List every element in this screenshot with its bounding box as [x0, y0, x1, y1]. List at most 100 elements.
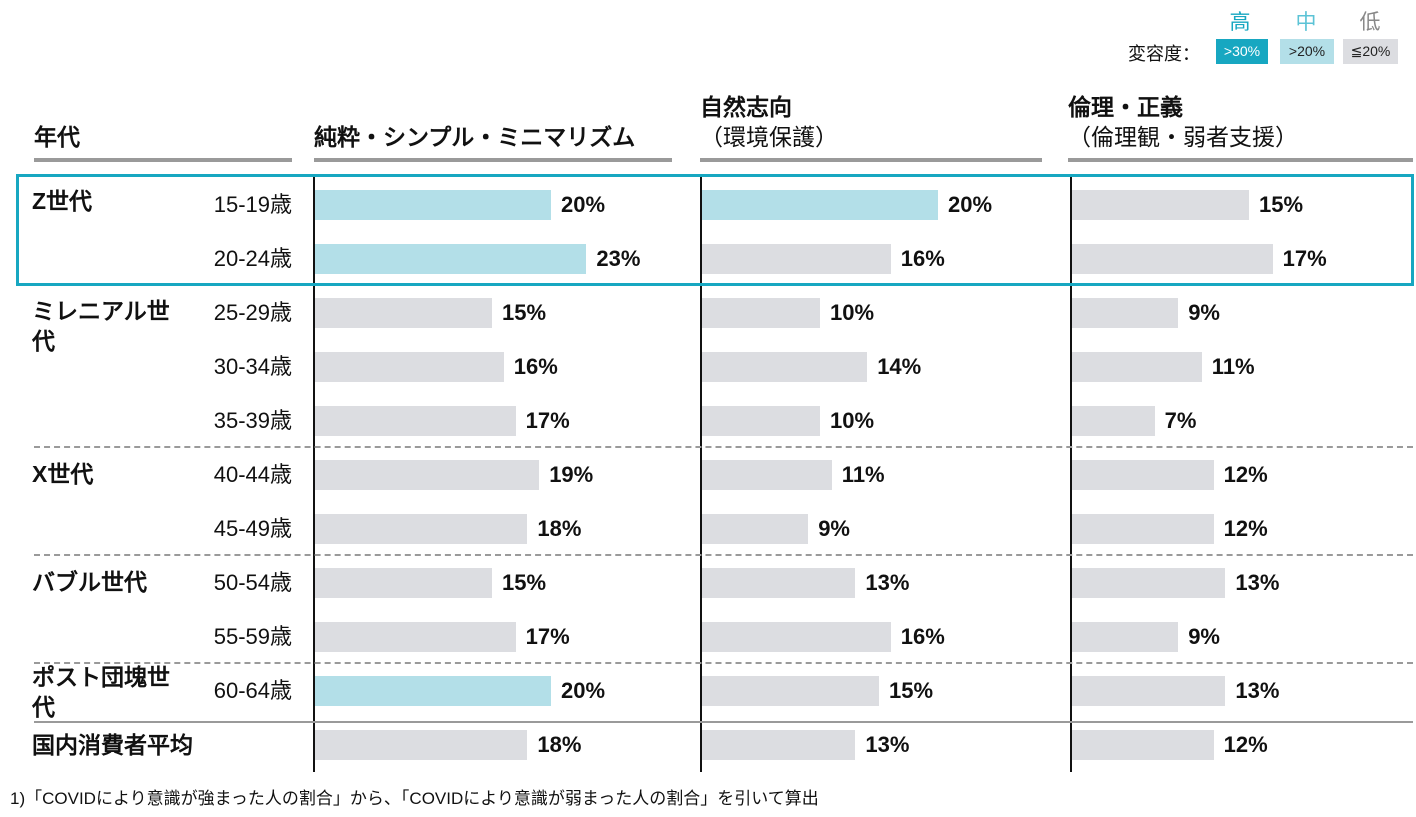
footnote: 1)「COVIDにより意識が強まった人の割合」から、「COVIDにより意識が弱ま…: [10, 789, 819, 808]
bar-nature: [702, 352, 868, 382]
bar-nature: [702, 568, 856, 598]
age-label: 45-49歳: [213, 516, 292, 541]
legend-box-low: ≦20%: [1343, 39, 1398, 64]
bar-simple: [315, 190, 551, 220]
axis-simple: [313, 176, 315, 772]
gen-z-highlight-box: [16, 174, 1414, 286]
column-title-simple: 純粋・シンプル・ミニマリズム: [314, 124, 636, 150]
bar-simple: [315, 298, 492, 328]
group-label-average: 国内消費者平均: [32, 732, 193, 758]
legend-head-low: 低: [1359, 11, 1381, 34]
header-rule-simple: [314, 158, 672, 162]
value-label-nature: 13%: [865, 732, 910, 757]
value-label-simple: 18%: [537, 732, 582, 757]
bar-simple: [315, 244, 587, 274]
age-label: 20-24歳: [213, 246, 292, 271]
value-label-ethics: 12%: [1223, 462, 1268, 487]
value-label-nature: 14%: [877, 354, 922, 379]
value-label-ethics: 9%: [1188, 624, 1220, 649]
value-label-nature: 11%: [841, 462, 885, 487]
bar-ethics: [1072, 190, 1249, 220]
group-label-gen-z: Z世代: [32, 188, 93, 214]
bar-nature: [702, 514, 809, 544]
bar-nature: [702, 244, 891, 274]
bar-nature: [702, 406, 820, 436]
bar-nature: [702, 298, 820, 328]
bar-simple: [315, 352, 504, 382]
column-title-ethics: 倫理・正義: [1068, 94, 1183, 120]
bar-nature: [702, 730, 856, 760]
value-label-simple: 16%: [513, 354, 558, 379]
bar-ethics: [1072, 352, 1202, 382]
age-label: 55-59歳: [213, 624, 292, 649]
bar-ethics: [1072, 460, 1214, 490]
value-label-ethics: 13%: [1235, 678, 1280, 703]
bar-simple: [315, 676, 551, 706]
bar-ethics: [1072, 514, 1214, 544]
bar-nature: [702, 622, 891, 652]
group-label-bubble: バブル世代: [32, 569, 147, 595]
header-rule-ethics: [1068, 158, 1413, 162]
axis-nature: [700, 176, 702, 772]
value-label-simple: 23%: [596, 246, 641, 271]
age-label: 50-54歳: [213, 570, 292, 595]
value-label-nature: 13%: [865, 570, 910, 595]
header-rule-nature: [700, 158, 1042, 162]
value-label-nature: 10%: [830, 408, 875, 433]
legend-head-mid: 中: [1295, 11, 1317, 34]
bar-nature: [702, 190, 938, 220]
bar-ethics: [1072, 676, 1226, 706]
bar-ethics: [1072, 298, 1179, 328]
value-label-nature: 10%: [830, 300, 875, 325]
bar-simple: [315, 514, 528, 544]
value-label-nature: 20%: [948, 192, 993, 217]
age-label: 40-44歳: [213, 462, 292, 487]
bar-nature: [702, 676, 879, 706]
separator-average: [34, 721, 1413, 723]
bar-ethics: [1072, 730, 1214, 760]
legend-head-high: 高: [1229, 11, 1251, 34]
value-label-simple: 18%: [537, 516, 582, 541]
value-label-ethics: 11%: [1211, 354, 1255, 379]
axis-ethics: [1070, 176, 1072, 772]
bar-ethics: [1072, 622, 1179, 652]
value-label-ethics: 12%: [1223, 732, 1268, 757]
value-label-nature: 9%: [818, 516, 850, 541]
value-label-ethics: 13%: [1235, 570, 1280, 595]
bar-simple: [315, 622, 516, 652]
separator-bubble-post: [34, 662, 1413, 664]
separator-x-bubble: [34, 554, 1413, 556]
value-label-simple: 19%: [549, 462, 594, 487]
age-label: 15-19歳: [213, 192, 292, 217]
bar-simple: [315, 568, 492, 598]
column-subtitle-nature: （環境保護）: [700, 124, 838, 150]
age-label: 35-39歳: [213, 408, 292, 433]
bar-ethics: [1072, 568, 1226, 598]
value-label-ethics: 9%: [1188, 300, 1220, 325]
age-column-title: 年代: [34, 124, 80, 150]
legend-box-mid: >20%: [1280, 39, 1334, 64]
bar-simple: [315, 730, 528, 760]
value-label-simple: 15%: [502, 300, 547, 325]
group-label-gen-x: X世代: [32, 461, 94, 487]
value-label-ethics: 12%: [1223, 516, 1268, 541]
value-label-nature: 16%: [900, 624, 945, 649]
value-label-ethics: 17%: [1282, 246, 1327, 271]
value-label-nature: 15%: [889, 678, 934, 703]
value-label-simple: 15%: [502, 570, 547, 595]
separator-millennial-x: [34, 446, 1413, 448]
bar-simple: [315, 406, 516, 436]
group-label-millennial: ミレニアル世代: [32, 298, 170, 354]
column-subtitle-ethics: （倫理観・弱者支援）: [1068, 124, 1298, 150]
bar-simple: [315, 460, 540, 490]
age-label: 30-34歳: [213, 354, 292, 379]
age-label: 60-64歳: [213, 678, 292, 703]
legend-box-high: >30%: [1216, 39, 1268, 64]
bar-nature: [702, 460, 832, 490]
value-label-ethics: 7%: [1164, 408, 1197, 433]
value-label-ethics: 15%: [1259, 192, 1304, 217]
value-label-simple: 20%: [561, 192, 606, 217]
age-label: 25-29歳: [213, 300, 292, 325]
bar-ethics: [1072, 406, 1155, 436]
column-title-nature: 自然志向: [700, 94, 792, 120]
